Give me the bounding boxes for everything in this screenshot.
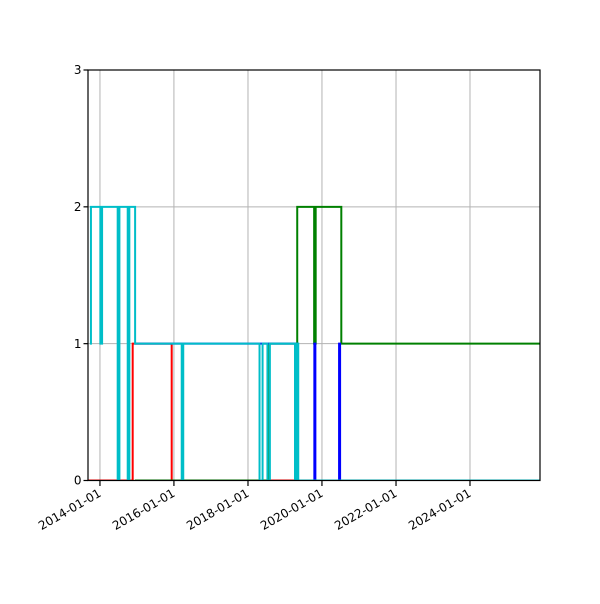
y-tick-label: 2 bbox=[74, 200, 82, 214]
x-tick-label: 2020-01-01 bbox=[258, 486, 325, 533]
x-tick-label: 2014-01-01 bbox=[36, 486, 103, 533]
series-cyan-line bbox=[89, 205, 540, 481]
x-tick-label: 2016-01-01 bbox=[110, 486, 177, 533]
plot-border bbox=[87, 69, 541, 482]
x-tick-label: 2022-01-01 bbox=[332, 486, 399, 533]
axes-spines bbox=[83, 69, 541, 486]
y-tick-label: 3 bbox=[74, 63, 82, 77]
series-blue-line bbox=[134, 342, 540, 481]
x-tick-label: 2024-01-01 bbox=[406, 486, 473, 533]
y-tick-label: 1 bbox=[74, 337, 82, 351]
y-axis-tick-labels: 0 1 2 3 bbox=[74, 63, 82, 488]
y-tick-label: 0 bbox=[74, 474, 82, 488]
x-tick-label: 2018-01-01 bbox=[184, 486, 251, 533]
data-series bbox=[88, 205, 540, 481]
x-axis-tick-labels: 2014-01-01 2016-01-01 2018-01-01 2020-01-01… bbox=[36, 486, 473, 533]
